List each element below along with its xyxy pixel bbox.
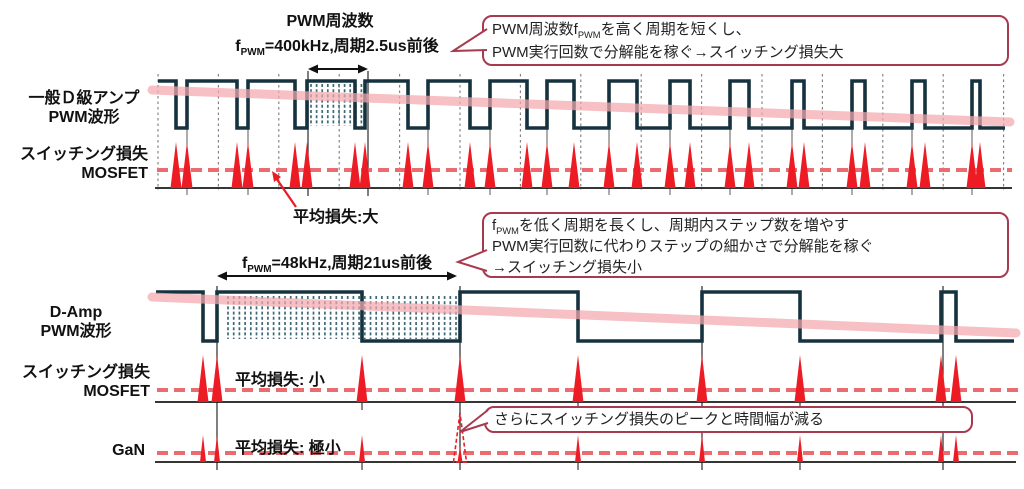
label-switching-loss-bottom: スイッチング損失 MOSFET	[2, 363, 150, 401]
callout-low-fpwm-line1: fPWMを低く周期を長くし、周期内ステップ数を増やす	[492, 215, 999, 236]
label-switching-loss-top-line1: スイッチング損失	[19, 146, 148, 163]
average-loss-minimal-label: 平均損失: 極小	[235, 440, 341, 457]
top-period-arrow	[308, 64, 368, 74]
label-switching-loss-top: スイッチング損失 MOSFET	[0, 145, 148, 183]
bottom-mosfet-loss-spikes	[197, 355, 962, 402]
label-damp-line2: PWM波形	[40, 323, 112, 340]
top-frequency-formula: fPWM=400kHz,周期2.5us前後	[225, 32, 449, 59]
top-mosfet-loss-spikes	[170, 142, 986, 188]
c2-line1-pre: f	[492, 217, 497, 234]
gan-loss-spikes	[200, 412, 959, 463]
top-formula-f: f	[235, 38, 241, 55]
callout-low-fpwm-line3: →スイッチング損失小	[492, 259, 643, 276]
label-switching-loss-bottom-line1: スイッチング損失	[21, 364, 150, 381]
average-loss-small-label: 平均損失: 小	[235, 372, 325, 389]
callout-low-fpwm: fPWMを低く周期を長くし、周期内ステップ数を増やす PWM実行回数に代わりステ…	[482, 212, 1009, 278]
bottom-frequency-formula: fPWM=48kHz,周期21us前後	[225, 249, 449, 276]
callout-high-fpwm-line2: PWM実行回数で分解能を稼ぐ→スイッチング損失大	[492, 44, 844, 61]
c1-line1-post: を高く周期を短くし、	[600, 21, 751, 38]
bottom-formula-f: f	[241, 255, 248, 272]
label-general-class-d-line2: PWM波形	[48, 109, 120, 126]
label-gan: GaN	[112, 442, 145, 459]
label-switching-loss-bottom-line2: MOSFET	[83, 383, 150, 400]
callout-gan-peak: さらにスイッチング損失のピークと時間幅が減る	[484, 406, 973, 433]
label-damp-pwm: D-Amp PWM波形	[6, 303, 146, 341]
c2-line1-sub: PWM	[496, 226, 519, 236]
bottom-period-arrow	[217, 271, 457, 281]
average-loss-pointer-arrow	[272, 171, 297, 208]
label-switching-loss-top-line2: MOSFET	[81, 165, 148, 182]
top-audio-signal	[147, 85, 1015, 127]
label-general-class-d-line1: 一般Ｄ級アンプ	[28, 90, 140, 107]
label-general-class-d-pwm: 一般Ｄ級アンプ PWM波形	[14, 89, 154, 127]
average-loss-large-label: 平均損失:大	[293, 209, 379, 226]
c1-line1-pre: PWM周波数f	[492, 21, 578, 38]
average-loss-dashed-lines	[157, 168, 1022, 455]
top-formula-rest: =400kHz,周期2.5us前後	[264, 38, 439, 55]
c2-line1-post: を低く周期を長くし、周期内ステップ数を増やす	[518, 217, 849, 234]
bottom-formula-sub: PWM	[247, 264, 272, 276]
c1-line1-sub: PWM	[577, 30, 601, 40]
label-damp-line1: D-Amp	[49, 304, 103, 321]
callout-high-fpwm: PWM周波数fPWMを高く周期を短くし、 PWM実行回数で分解能を稼ぐ→スイッチ…	[482, 15, 1009, 66]
bottom-audio-signal	[147, 292, 1021, 338]
bottom-formula-rest: =48kHz,周期21us前後	[271, 255, 433, 272]
pwm-frequency-title: PWM周波数	[286, 13, 374, 30]
top-formula-sub: PWM	[240, 47, 265, 59]
callout-high-fpwm-line1: PWM周波数fPWMを高く周期を短くし、	[492, 18, 999, 41]
callout-gan-peak-line1: さらにスイッチング損失のピークと時間幅が減る	[494, 411, 825, 428]
callout-low-fpwm-line2: PWM実行回数に代わりステップの細かさで分解能を稼ぐ	[492, 238, 874, 255]
